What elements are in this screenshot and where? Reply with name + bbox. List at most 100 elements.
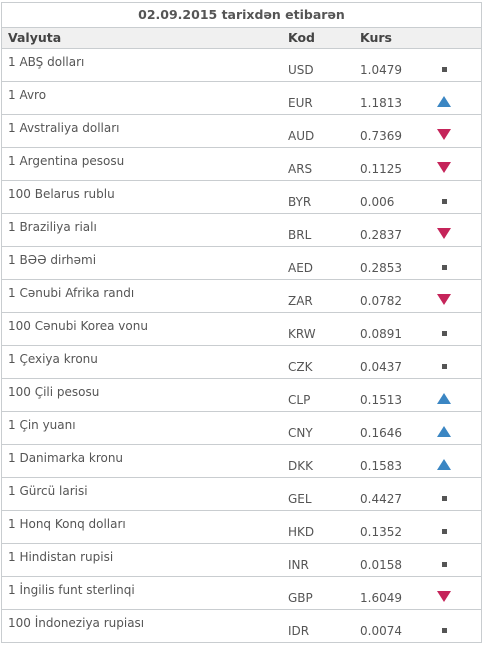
triangle-up-icon — [437, 426, 451, 437]
square-icon — [441, 265, 447, 270]
exchange-rate: 0.1125 — [360, 162, 402, 176]
table-row: 1 Argentina pesosu ARS 0.1125 — [2, 148, 481, 181]
table-row: 100 Çili pesosu CLP 0.1513 — [2, 379, 481, 412]
exchange-rate: 0.1646 — [360, 426, 402, 440]
currency-name: 1 Honq Konq dolları — [8, 517, 126, 531]
triangle-down-icon — [437, 228, 451, 239]
exchange-rate: 0.1513 — [360, 393, 402, 407]
exchange-rate: 0.0437 — [360, 360, 402, 374]
square-icon — [441, 364, 447, 369]
currency-name: 100 Çili pesosu — [8, 385, 100, 399]
trend-up-icon — [436, 96, 452, 110]
table-row: 1 Avro EUR 1.1813 — [2, 82, 481, 115]
currency-code: CZK — [288, 360, 313, 374]
table-row: 1 Honq Konq dolları HKD 0.1352 — [2, 511, 481, 544]
trend-flat-icon — [436, 492, 452, 506]
triangle-down-icon — [437, 129, 451, 140]
exchange-rate: 1.6049 — [360, 591, 402, 605]
square-icon — [441, 496, 447, 501]
currency-code: BYR — [288, 195, 312, 209]
table-row: 100 Cənubi Korea vonu KRW 0.0891 — [2, 313, 481, 346]
header-currency: Valyuta — [8, 30, 62, 45]
table-row: 1 İngilis funt sterlinqi GBP 1.6049 — [2, 577, 481, 610]
currency-name: 1 Avstraliya dolları — [8, 121, 120, 135]
trend-flat-icon — [436, 558, 452, 572]
currency-name: 1 Avro — [8, 88, 47, 102]
exchange-rate: 0.0782 — [360, 294, 402, 308]
currency-name: 100 Belarus rublu — [8, 187, 115, 201]
currency-name: 1 Çin yuanı — [8, 418, 76, 432]
exchange-rate: 0.1352 — [360, 525, 402, 539]
trend-up-icon — [436, 426, 452, 440]
square-icon — [441, 529, 447, 534]
currency-code: GBP — [288, 591, 313, 605]
currency-code: ARS — [288, 162, 313, 176]
exchange-rate: 1.1813 — [360, 96, 402, 110]
square-icon — [441, 562, 447, 567]
table-row: 1 BƏƏ dirhəmi AED 0.2853 — [2, 247, 481, 280]
table-row: 1 Gürcü larisi GEL 0.4427 — [2, 478, 481, 511]
currency-code: CNY — [288, 426, 313, 440]
trend-down-icon — [436, 162, 452, 176]
exchange-rate: 0.1583 — [360, 459, 402, 473]
currency-code: IDR — [288, 624, 310, 638]
currency-name: 1 Gürcü larisi — [8, 484, 88, 498]
trend-down-icon — [436, 129, 452, 143]
exchange-rate: 0.7369 — [360, 129, 402, 143]
table-row: 100 Belarus rublu BYR 0.006 — [2, 181, 481, 214]
trend-down-icon — [436, 591, 452, 605]
currency-code: USD — [288, 63, 314, 77]
trend-flat-icon — [436, 195, 452, 209]
trend-flat-icon — [436, 360, 452, 374]
table-row: 1 Hindistan rupisi INR 0.0158 — [2, 544, 481, 577]
table-row: 1 ABŞ dolları USD 1.0479 — [2, 49, 481, 82]
triangle-down-icon — [437, 162, 451, 173]
exchange-rate: 1.0479 — [360, 63, 402, 77]
trend-flat-icon — [436, 525, 452, 539]
table-body: 1 ABŞ dolları USD 1.0479 1 Avro EUR 1.1813 1 A… — [2, 49, 481, 643]
currency-name: 100 Cənubi Korea vonu — [8, 319, 148, 333]
currency-code: INR — [288, 558, 309, 572]
header-rate: Kurs — [360, 30, 392, 45]
square-icon — [441, 67, 447, 72]
currency-name: 1 Cənubi Afrika randı — [8, 286, 135, 300]
currency-code: EUR — [288, 96, 313, 110]
table-row: 1 Çexiya kronu CZK 0.0437 — [2, 346, 481, 379]
trend-up-icon — [436, 393, 452, 407]
exchange-rate: 0.0074 — [360, 624, 402, 638]
table-row: 1 Braziliya rialı BRL 0.2837 — [2, 214, 481, 247]
table-row: 1 Danimarka kronu DKK 0.1583 — [2, 445, 481, 478]
exchange-rate: 0.006 — [360, 195, 395, 209]
table-row: 1 Çin yuanı CNY 0.1646 — [2, 412, 481, 445]
currency-code: GEL — [288, 492, 312, 506]
exchange-rate: 0.0891 — [360, 327, 402, 341]
currency-name: 1 Argentina pesosu — [8, 154, 125, 168]
currency-code: KRW — [288, 327, 316, 341]
trend-flat-icon — [436, 624, 452, 638]
currency-code: ZAR — [288, 294, 313, 308]
exchange-rate: 0.2837 — [360, 228, 402, 242]
triangle-down-icon — [437, 591, 451, 602]
table-row: 1 Avstraliya dolları AUD 0.7369 — [2, 115, 481, 148]
trend-up-icon — [436, 459, 452, 473]
currency-code: HKD — [288, 525, 315, 539]
triangle-up-icon — [437, 96, 451, 107]
square-icon — [441, 199, 447, 204]
header-code: Kod — [288, 30, 316, 45]
trend-down-icon — [436, 294, 452, 308]
triangle-up-icon — [437, 393, 451, 404]
currency-name: 1 Çexiya kronu — [8, 352, 98, 366]
currency-name: 1 Hindistan rupisi — [8, 550, 114, 564]
trend-flat-icon — [436, 327, 452, 341]
currency-code: DKK — [288, 459, 313, 473]
currency-name: 1 BƏƏ dirhəmi — [8, 253, 97, 267]
exchange-rate: 0.4427 — [360, 492, 402, 506]
table-row: 1 Cənubi Afrika randı ZAR 0.0782 — [2, 280, 481, 313]
currency-code: AUD — [288, 129, 315, 143]
trend-flat-icon — [436, 261, 452, 275]
currency-name: 1 İngilis funt sterlinqi — [8, 583, 135, 597]
square-icon — [441, 628, 447, 633]
triangle-down-icon — [437, 294, 451, 305]
triangle-up-icon — [437, 459, 451, 470]
